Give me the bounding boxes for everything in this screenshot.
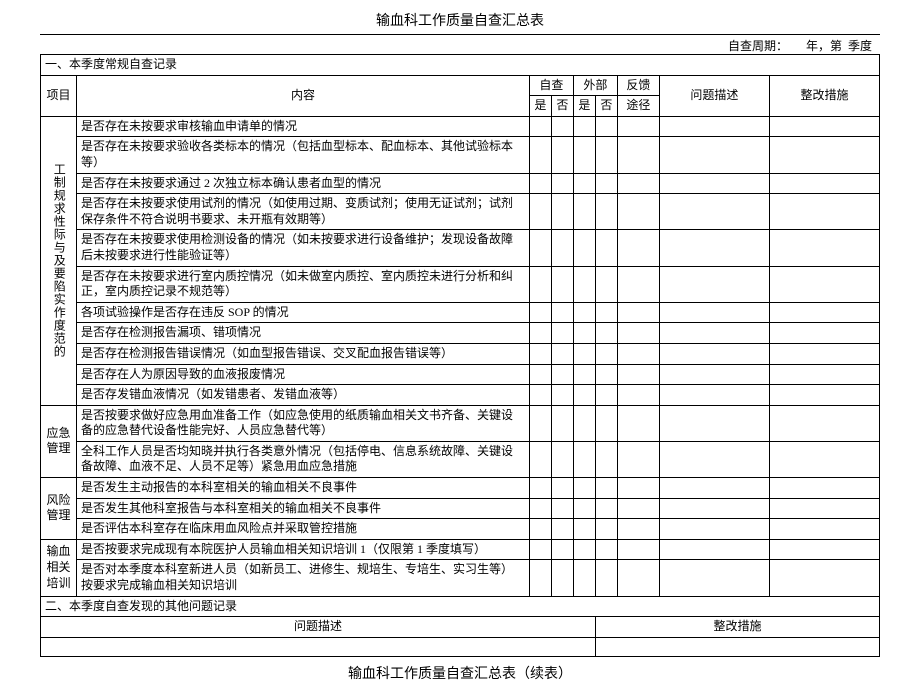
hdr-selfcheck: 自查	[529, 75, 573, 96]
table-row: 是否存在检测报告错误情况（如血型报告错误、交叉配血报告错误等）	[41, 343, 880, 364]
table-row: 风险管理 是否发生主动报告的本科室相关的输血相关不良事件	[41, 478, 880, 499]
cell-content: 是否存在未按要求使用试剂的情况（如使用过期、变质试剂；使用无证试剂；试剂保存条件…	[77, 194, 530, 230]
hdr-feedback-group: 反馈	[617, 75, 659, 96]
table-row: 应急管理 是否按要求做好应急用血准备工作（如应急使用的纸质输血相关文书齐备、关键…	[41, 405, 880, 441]
cell-content: 是否发生其他科室报告与本科室相关的输血相关不良事件	[77, 498, 530, 519]
cell-content: 是否发生主动报告的本科室相关的输血相关不良事件	[77, 478, 530, 499]
cell-content: 是否存在检测报告漏项、错项情况	[77, 323, 530, 344]
table-row: 各项试验操作是否存在违反 SOP 的情况	[41, 302, 880, 323]
cell-content: 是否评估本科室存在临床用血风险点并采取管控措施	[77, 519, 530, 540]
hdr-self-yes: 是	[529, 96, 551, 117]
section2-header: 二、本季度自查发现的其他问题记录	[41, 596, 880, 617]
section2-empty	[41, 637, 880, 656]
table-row: 是否对本季度本科室新进人员（如新员工、进修生、规培生、专培生、实习生等）按要求完…	[41, 560, 880, 596]
table-row: 是否存在未按要求使用试剂的情况（如使用过期、变质试剂；使用无证试剂；试剂保存条件…	[41, 194, 880, 230]
period-label: 自查周期： 年，第 季度	[40, 34, 880, 54]
cat4-label: 输血相关培训	[41, 539, 77, 596]
table-row: 是否评估本科室存在临床用血风险点并采取管控措施	[41, 519, 880, 540]
hdr-ext-yes: 是	[573, 96, 595, 117]
hdr-feedback-path: 途径	[617, 96, 659, 117]
hdr-external: 外部	[573, 75, 617, 96]
cat2-label: 应急管理	[41, 405, 77, 477]
table-row: 是否存在未按要求通过 2 次独立标本确认患者血型的情况	[41, 173, 880, 194]
cell-content: 是否存发错血液情况（如发错患者、发错血液等）	[77, 385, 530, 406]
cell-content: 是否存在人为原因导致的血液报废情况	[77, 364, 530, 385]
footer-title: 输血科工作质量自查汇总表（续表）	[40, 663, 880, 683]
hdr-corrective: 整改措施	[769, 75, 879, 116]
section1-header-row: 一、本季度常规自查记录	[41, 55, 880, 76]
section2-action: 整改措施	[595, 617, 879, 638]
table-row: 是否存发错血液情况（如发错患者、发错血液等）	[41, 385, 880, 406]
hdr-self-no: 否	[551, 96, 573, 117]
cell-content: 是否对本季度本科室新进人员（如新员工、进修生、规培生、专培生、实习生等）按要求完…	[77, 560, 530, 596]
main-table: 一、本季度常规自查记录 项目 内容 自查 外部 反馈 问题描述 整改措施 是 否…	[40, 54, 880, 657]
hdr-project: 项目	[41, 75, 77, 116]
header-row-1: 项目 内容 自查 外部 反馈 问题描述 整改措施	[41, 75, 880, 96]
section1-header: 一、本季度常规自查记录	[41, 55, 880, 76]
cell-content: 是否存在未按要求验收各类标本的情况（包括血型标本、配血标本、其他试验标本等）	[77, 137, 530, 173]
cell-content: 是否存在未按要求使用检测设备的情况（如未按要求进行设备维护；发现设备故障后未按要…	[77, 230, 530, 266]
hdr-problem: 问题描述	[659, 75, 769, 116]
table-row: 全科工作人员是否均知晓并执行各类意外情况（包括停电、信息系统故障、关键设备故障、…	[41, 441, 880, 477]
page-title: 输血科工作质量自查汇总表	[40, 10, 880, 30]
cell-content: 各项试验操作是否存在违反 SOP 的情况	[77, 302, 530, 323]
cat3-label: 风险管理	[41, 478, 77, 540]
table-row: 是否存在未按要求使用检测设备的情况（如未按要求进行设备维护；发现设备故障后未按要…	[41, 230, 880, 266]
table-row: 是否发生其他科室报告与本科室相关的输血相关不良事件	[41, 498, 880, 519]
table-row: 工制规求性际与及要陷实作度范的 是否存在未按要求审核输血申请单的情况	[41, 116, 880, 137]
table-row: 输血相关培训 是否按要求完成现有本院医护人员输血相关知识培训 1（仅限第 1 季…	[41, 539, 880, 560]
table-row: 是否存在未按要求进行室内质控情况（如未做室内质控、室内质控未进行分析和纠正，室内…	[41, 266, 880, 302]
cell-content: 是否存在未按要求进行室内质控情况（如未做室内质控、室内质控未进行分析和纠正，室内…	[77, 266, 530, 302]
cell-content: 是否存在未按要求通过 2 次独立标本确认患者血型的情况	[77, 173, 530, 194]
section2-problem: 问题描述	[41, 617, 596, 638]
table-row: 是否存在人为原因导致的血液报废情况	[41, 364, 880, 385]
section2-cols: 问题描述 整改措施	[41, 617, 880, 638]
hdr-content: 内容	[77, 75, 530, 116]
cat1-label: 工制规求性际与及要陷实作度范的	[41, 116, 77, 405]
cell-content: 是否存在检测报告错误情况（如血型报告错误、交叉配血报告错误等）	[77, 343, 530, 364]
hdr-ext-no: 否	[595, 96, 617, 117]
table-row: 是否存在检测报告漏项、错项情况	[41, 323, 880, 344]
cell-content: 全科工作人员是否均知晓并执行各类意外情况（包括停电、信息系统故障、关键设备故障、…	[77, 441, 530, 477]
table-row: 是否存在未按要求验收各类标本的情况（包括血型标本、配血标本、其他试验标本等）	[41, 137, 880, 173]
cell-content: 是否存在未按要求审核输血申请单的情况	[77, 116, 530, 137]
cell-content: 是否按要求做好应急用血准备工作（如应急使用的纸质输血相关文书齐备、关键设备的应急…	[77, 405, 530, 441]
cell-content: 是否按要求完成现有本院医护人员输血相关知识培训 1（仅限第 1 季度填写）	[77, 539, 530, 560]
section2-header-row: 二、本季度自查发现的其他问题记录	[41, 596, 880, 617]
